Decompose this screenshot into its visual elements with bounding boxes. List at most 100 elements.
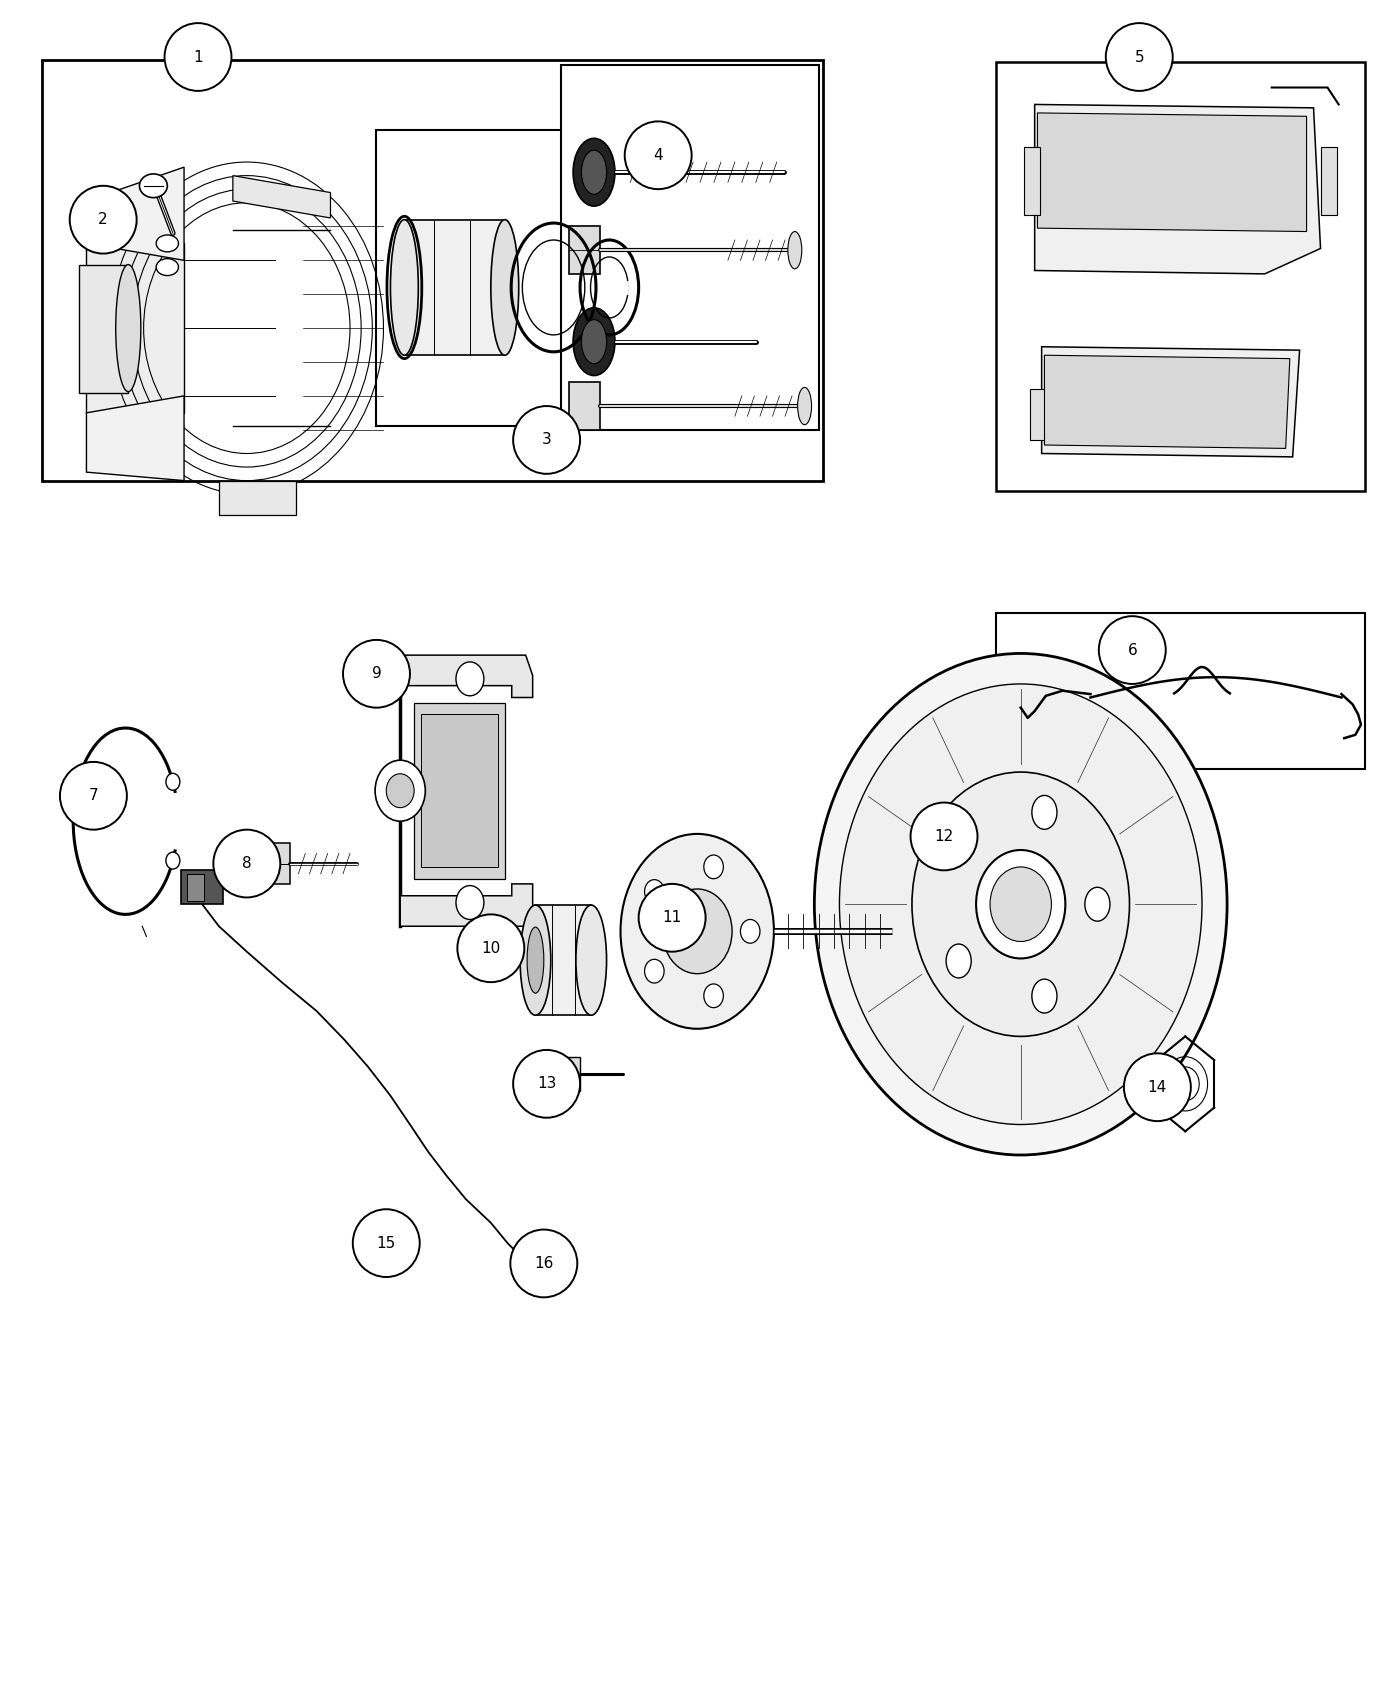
Bar: [560, 1057, 580, 1091]
Circle shape: [375, 760, 426, 821]
Bar: [421, 714, 498, 867]
Ellipse shape: [1032, 796, 1057, 830]
Circle shape: [456, 661, 484, 695]
Circle shape: [644, 879, 664, 903]
Bar: [87, 243, 183, 413]
Ellipse shape: [514, 406, 580, 474]
Ellipse shape: [620, 835, 774, 1028]
Text: 12: 12: [934, 830, 953, 843]
Ellipse shape: [60, 762, 127, 830]
Bar: [535, 904, 591, 1015]
Bar: [414, 702, 505, 879]
Ellipse shape: [798, 388, 812, 425]
Bar: [265, 843, 290, 884]
Ellipse shape: [946, 831, 972, 864]
Ellipse shape: [581, 320, 606, 364]
Text: 6: 6: [1127, 643, 1137, 658]
Text: 1: 1: [193, 49, 203, 65]
Circle shape: [815, 653, 1226, 1154]
Ellipse shape: [70, 185, 137, 253]
Circle shape: [456, 886, 484, 920]
Bar: [181, 870, 223, 904]
Circle shape: [662, 889, 732, 974]
Circle shape: [990, 867, 1051, 942]
Circle shape: [704, 984, 724, 1008]
Text: 16: 16: [535, 1256, 553, 1272]
Bar: [186, 874, 203, 901]
PathPatch shape: [232, 175, 330, 218]
Ellipse shape: [521, 904, 550, 1015]
Ellipse shape: [638, 884, 706, 952]
Ellipse shape: [116, 265, 141, 391]
Bar: [995, 63, 1365, 491]
Ellipse shape: [1032, 979, 1057, 1013]
Ellipse shape: [575, 904, 606, 1015]
Circle shape: [386, 774, 414, 807]
Bar: [42, 61, 823, 481]
Bar: [568, 226, 599, 274]
Ellipse shape: [788, 231, 802, 269]
Ellipse shape: [458, 915, 524, 983]
Ellipse shape: [573, 308, 615, 376]
Bar: [218, 481, 295, 515]
Text: 11: 11: [662, 910, 682, 925]
Ellipse shape: [1124, 1054, 1191, 1120]
Text: 5: 5: [1134, 49, 1144, 65]
Text: 7: 7: [88, 789, 98, 804]
Bar: [405, 219, 505, 355]
Ellipse shape: [624, 121, 692, 189]
Text: 2: 2: [98, 212, 108, 228]
Ellipse shape: [1099, 615, 1166, 683]
Text: 8: 8: [242, 857, 252, 870]
Ellipse shape: [353, 1209, 420, 1277]
Polygon shape: [1037, 112, 1306, 231]
Bar: [995, 612, 1365, 768]
Ellipse shape: [910, 802, 977, 870]
Ellipse shape: [946, 944, 972, 978]
Circle shape: [741, 920, 760, 944]
Bar: [1320, 146, 1337, 214]
Bar: [1023, 146, 1040, 214]
Polygon shape: [1044, 355, 1289, 449]
Text: 14: 14: [1148, 1080, 1168, 1095]
Bar: [80, 265, 129, 393]
Polygon shape: [400, 654, 532, 697]
Ellipse shape: [140, 173, 168, 197]
Text: 3: 3: [542, 432, 552, 447]
PathPatch shape: [87, 396, 183, 481]
Polygon shape: [400, 884, 532, 926]
Circle shape: [167, 774, 179, 790]
Circle shape: [976, 850, 1065, 959]
Ellipse shape: [343, 639, 410, 707]
Ellipse shape: [157, 258, 178, 275]
Ellipse shape: [511, 1229, 577, 1297]
Ellipse shape: [526, 927, 543, 993]
PathPatch shape: [87, 167, 183, 260]
Ellipse shape: [491, 219, 519, 355]
Bar: [560, 66, 819, 430]
Text: 9: 9: [371, 666, 381, 682]
Ellipse shape: [165, 24, 231, 90]
Ellipse shape: [1106, 24, 1173, 90]
Ellipse shape: [157, 235, 178, 252]
Ellipse shape: [573, 138, 615, 206]
Ellipse shape: [391, 219, 419, 355]
Bar: [1030, 389, 1044, 440]
Text: 4: 4: [654, 148, 664, 163]
Bar: [377, 129, 648, 427]
Text: 15: 15: [377, 1236, 396, 1251]
Ellipse shape: [514, 1051, 580, 1117]
Ellipse shape: [1085, 887, 1110, 921]
Circle shape: [644, 959, 664, 983]
Circle shape: [911, 772, 1130, 1037]
Bar: [568, 382, 599, 430]
Circle shape: [167, 852, 179, 869]
Polygon shape: [1035, 104, 1320, 274]
Text: 10: 10: [482, 940, 500, 955]
Ellipse shape: [213, 830, 280, 898]
Polygon shape: [1042, 347, 1299, 457]
Circle shape: [704, 855, 724, 879]
Ellipse shape: [581, 150, 606, 194]
Circle shape: [840, 683, 1203, 1124]
Text: 13: 13: [538, 1076, 556, 1091]
